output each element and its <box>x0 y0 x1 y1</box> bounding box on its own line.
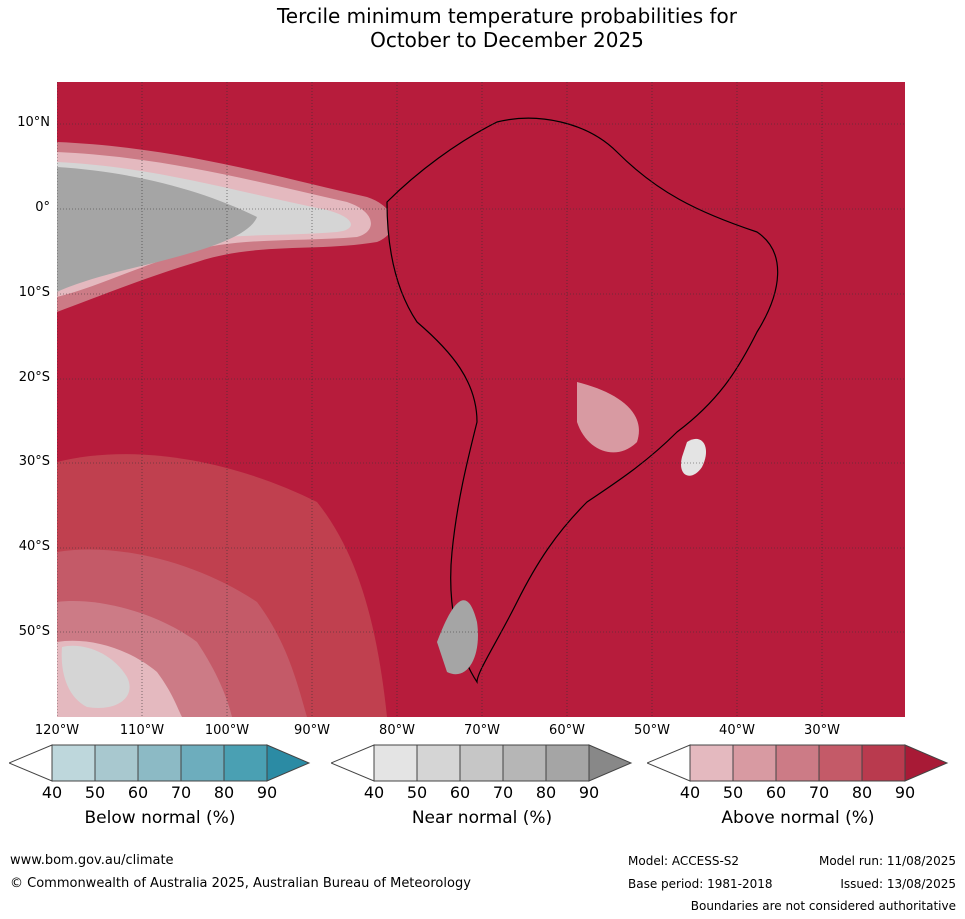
near-normal-colorbar <box>331 744 633 782</box>
title-line-2: October to December 2025 <box>370 28 644 52</box>
near-cbar-segment-70 <box>502 744 547 782</box>
lon-label-100w: 100°W <box>204 723 250 738</box>
lat-label-0: 0° <box>35 200 50 215</box>
above-tick-80: 80 <box>851 783 873 802</box>
lat-label-10s: 10°S <box>18 285 50 300</box>
below-normal-label: Below normal (%) <box>84 808 236 828</box>
above-tick-70: 70 <box>808 783 830 802</box>
near-normal-region-patagonia <box>437 600 478 675</box>
probability-map <box>57 82 905 717</box>
above-cbar-segment-40 <box>689 744 734 782</box>
near-cbar-segment-40 <box>373 744 418 782</box>
above-cbar-segment-60 <box>775 744 820 782</box>
lat-label-30s: 30°S <box>18 454 50 469</box>
below-cbar-segment-70 <box>180 744 225 782</box>
base-period: Base period: 1981-2018 <box>628 877 773 891</box>
near-normal-high-region <box>57 167 257 292</box>
near-normal-region-sw <box>61 645 130 708</box>
above-cbar-segment-50 <box>732 744 777 782</box>
lon-label-50w: 50°W <box>634 723 670 738</box>
below-cbar-segment-60 <box>137 744 182 782</box>
lon-label-70w: 70°W <box>464 723 500 738</box>
below-normal-colorbar <box>9 744 311 782</box>
lon-label-40w: 40°W <box>719 723 755 738</box>
lon-label-30w: 30°W <box>804 723 840 738</box>
below-tick-80: 80 <box>213 783 235 802</box>
below-tick-50: 50 <box>84 783 106 802</box>
lat-label-20s: 20°S <box>18 370 50 385</box>
model-name: Model: ACCESS-S2 <box>628 854 740 868</box>
below-tick-60: 60 <box>127 783 149 802</box>
near-normal-region-atlantic <box>681 438 707 476</box>
above-cbar-upper-triangle <box>904 744 949 782</box>
below-cbar-segment-80 <box>223 744 268 782</box>
above-normal-label: Above normal (%) <box>721 808 875 828</box>
near-tick-90: 90 <box>578 783 600 802</box>
lon-label-120w: 120°W <box>34 723 80 738</box>
lon-label-110w: 110°W <box>119 723 165 738</box>
below-cbar-segment-40 <box>51 744 96 782</box>
below-tick-90: 90 <box>256 783 278 802</box>
near-cbar-lower-triangle <box>331 744 375 782</box>
model-run-date: Model run: 11/08/2025 <box>818 854 956 868</box>
below-tick-70: 70 <box>170 783 192 802</box>
website-link[interactable]: www.bom.gov.au/climate <box>10 853 174 868</box>
lat-label-50s: 50°S <box>18 624 50 639</box>
above-tick-50: 50 <box>722 783 744 802</box>
near-cbar-segment-80 <box>545 744 590 782</box>
near-cbar-segment-50 <box>416 744 461 782</box>
above-tick-90: 90 <box>894 783 916 802</box>
above-50-region-land <box>577 382 639 453</box>
copyright-notice: © Commonwealth of Australia 2025, Austra… <box>10 876 471 891</box>
near-tick-70: 70 <box>492 783 514 802</box>
above-cbar-segment-70 <box>818 744 863 782</box>
near-tick-80: 80 <box>535 783 557 802</box>
below-cbar-upper-triangle <box>266 744 311 782</box>
map-title: Tercile minimum temperature probabilitie… <box>0 4 965 52</box>
above-normal-colorbar <box>647 744 949 782</box>
near-tick-50: 50 <box>406 783 428 802</box>
above-tick-40: 40 <box>679 783 701 802</box>
near-cbar-segment-60 <box>459 744 504 782</box>
below-tick-40: 40 <box>41 783 63 802</box>
issued-date: Issued: 13/08/2025 <box>840 877 956 891</box>
near-cbar-upper-triangle <box>588 744 633 782</box>
lat-label-40s: 40°S <box>18 539 50 554</box>
below-cbar-lower-triangle <box>9 744 53 782</box>
lon-label-90w: 90°W <box>294 723 330 738</box>
lon-label-80w: 80°W <box>379 723 415 738</box>
above-cbar-lower-triangle <box>647 744 691 782</box>
title-line-1: Tercile minimum temperature probabilitie… <box>276 4 738 28</box>
below-cbar-segment-50 <box>94 744 139 782</box>
near-tick-60: 60 <box>449 783 471 802</box>
lat-label-10n: 10°N <box>17 115 50 130</box>
lon-label-60w: 60°W <box>549 723 585 738</box>
above-tick-60: 60 <box>765 783 787 802</box>
near-normal-label: Near normal (%) <box>411 808 553 828</box>
boundaries-disclaimer: Boundaries are not considered authoritat… <box>690 899 956 913</box>
graticule <box>57 82 905 717</box>
near-tick-40: 40 <box>363 783 385 802</box>
above-cbar-segment-80 <box>861 744 906 782</box>
